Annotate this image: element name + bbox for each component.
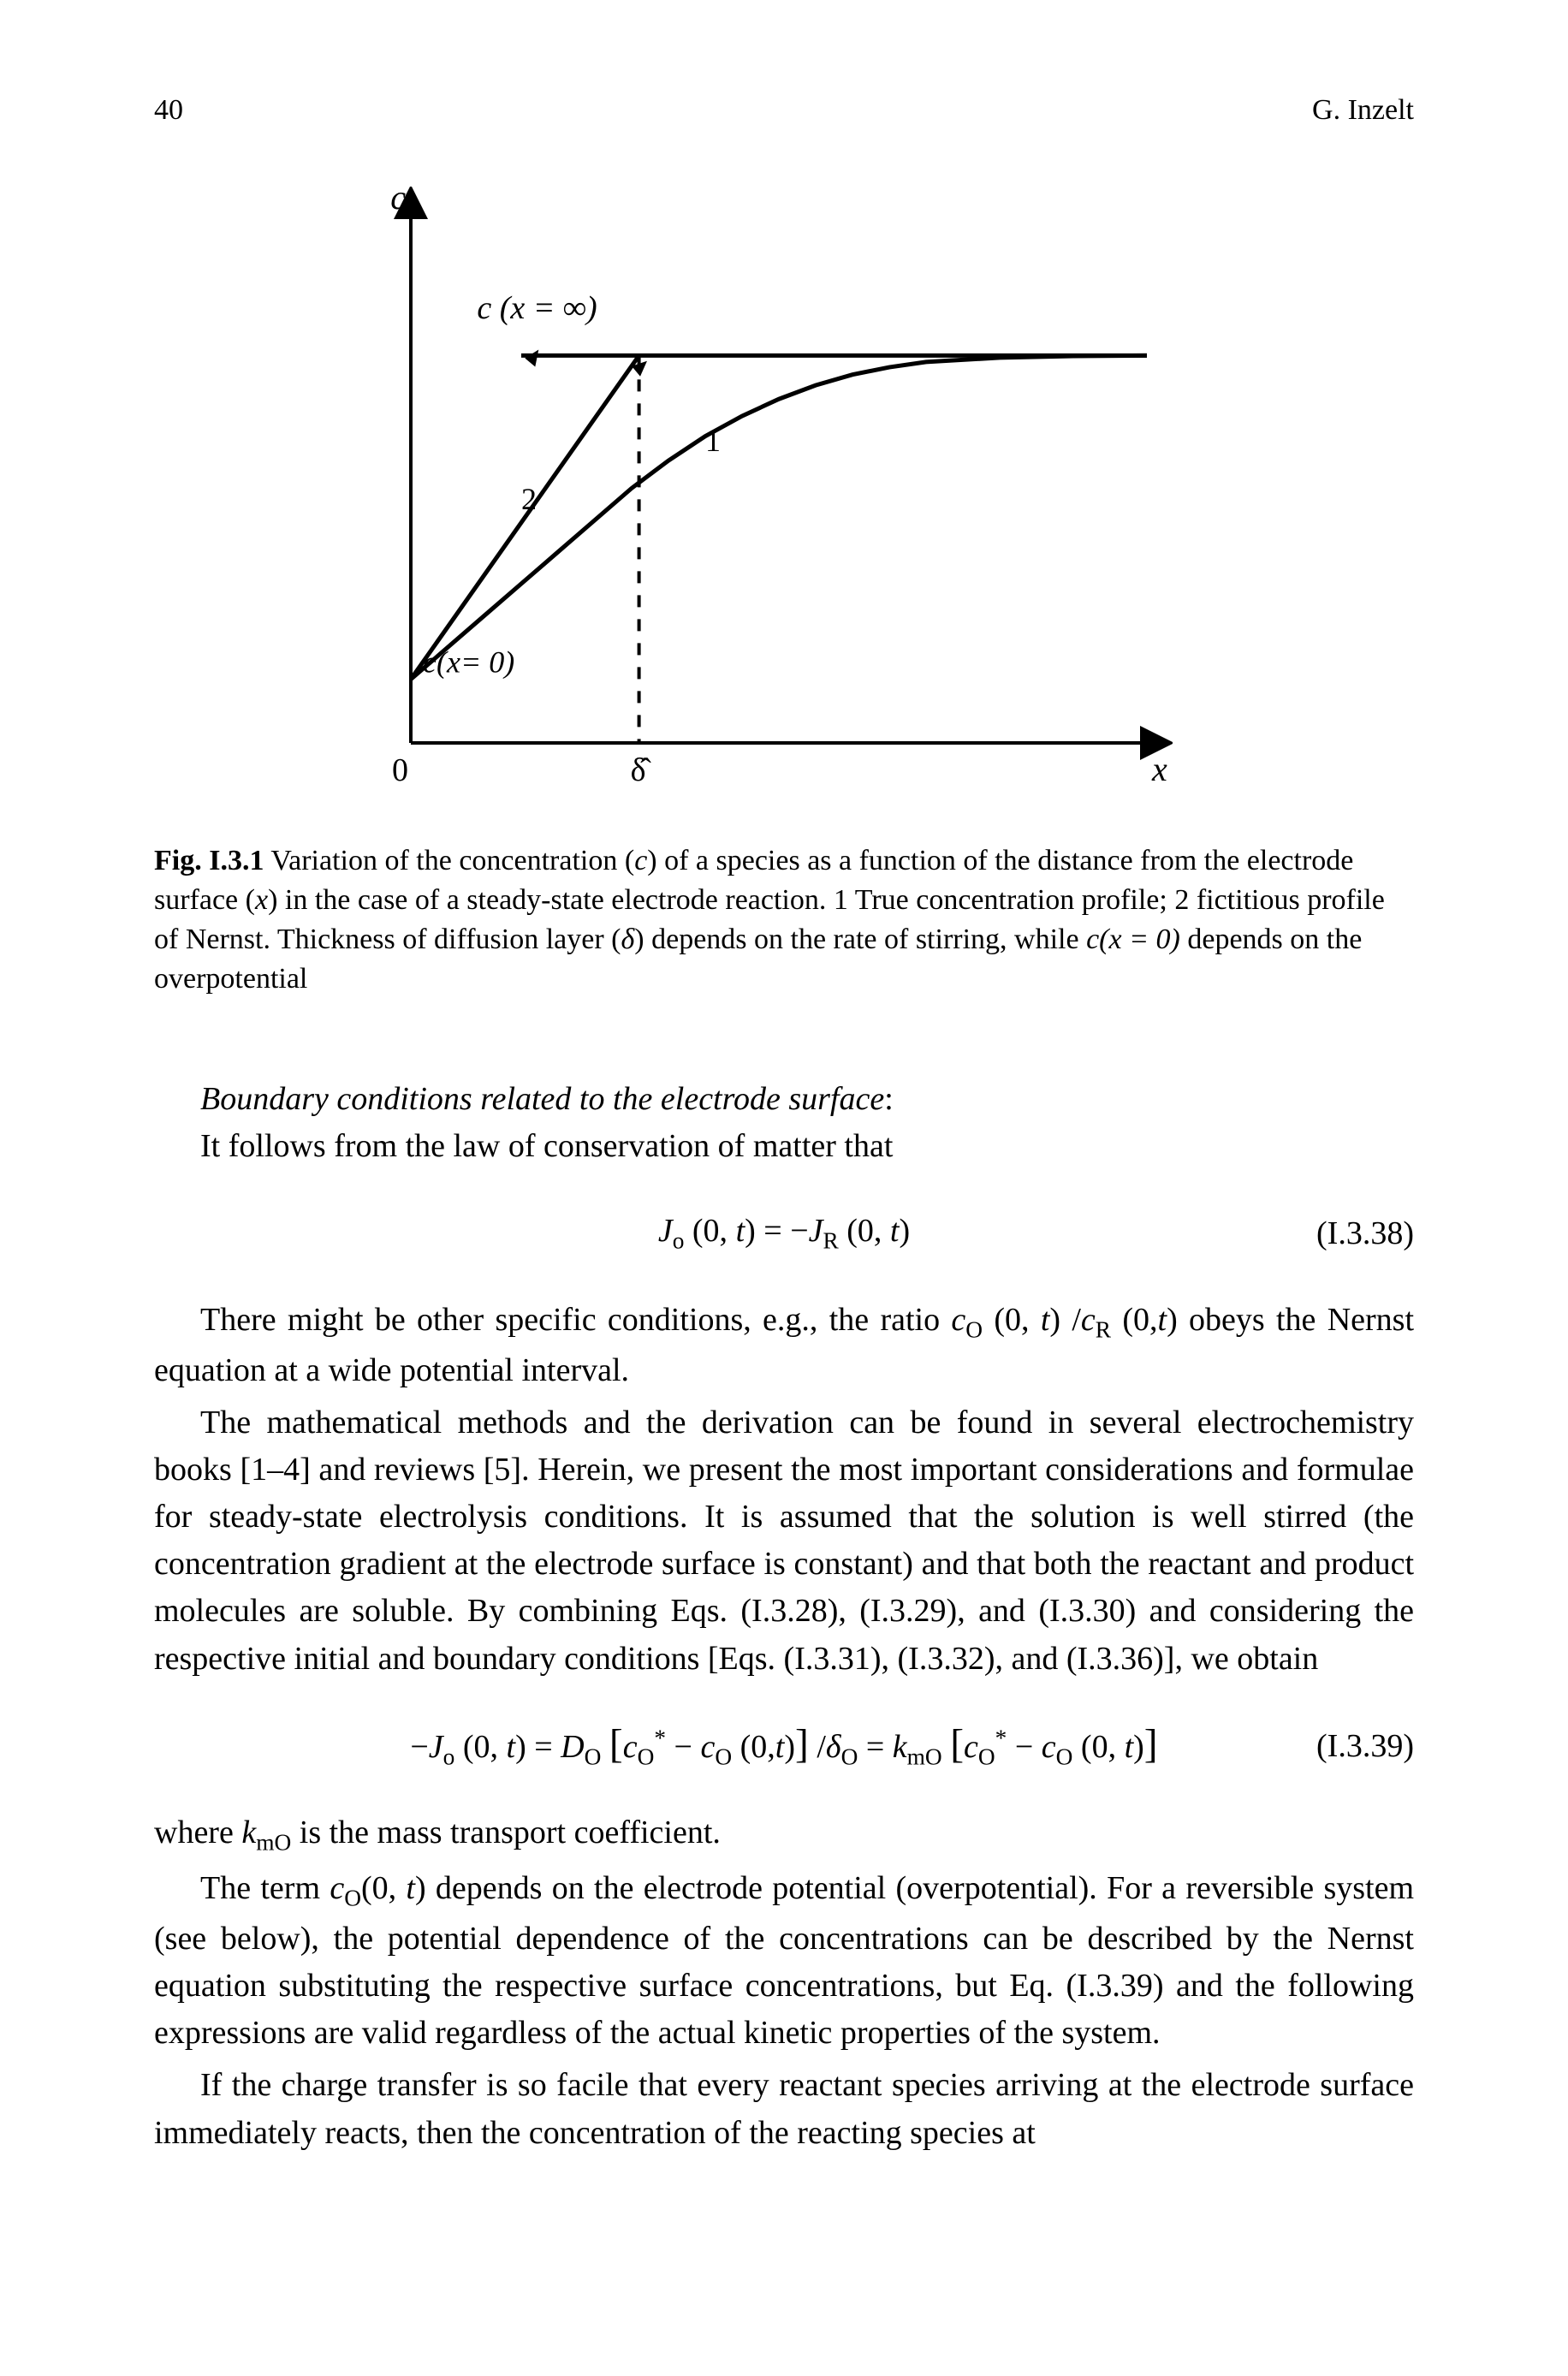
svg-text:δ̂: δ̂ [631,752,652,788]
paragraph-1: There might be other specific conditions… [154,1297,1414,1394]
svg-text:c (x = ∞): c (x = ∞) [477,290,597,326]
svg-text:2: 2 [521,482,537,516]
eq38-number: (I.3.38) [1316,1215,1414,1252]
paragraph-5: If the charge transfer is so facile that… [154,2062,1414,2156]
page-header: 40 G. Inzelt [154,94,1414,127]
svg-text:c: c [390,187,406,217]
figure-container: c x 0 δ̂ c (x = ∞) c(x= 0) 1 2 [154,187,1568,807]
paragraph-3: where kmO is the mass transport coeffici… [154,1809,1414,1860]
caption-cx0: c(x = 0) [1086,924,1180,955]
svg-text:1: 1 [705,424,721,458]
boundary-conditions-heading: Boundary conditions related to the elect… [154,1076,1414,1170]
svg-text:0: 0 [392,752,408,788]
eq39-body: −Jo (0, t) = DO [cO* − cO (0,t)] /δO = k… [410,1721,1157,1771]
equation-39: −Jo (0, t) = DO [cO* − cO (0,t)] /δO = k… [154,1719,1414,1773]
svg-text:x: x [1151,750,1167,788]
eq39-number: (I.3.39) [1316,1727,1414,1765]
page-number: 40 [154,94,183,127]
caption-t1: Variation of the concentration ( [264,845,634,876]
concentration-profile-figure: c x 0 δ̂ c (x = ∞) c(x= 0) 1 2 [334,187,1173,803]
bc-line2: It follows from the law of conservation … [200,1128,893,1164]
caption-x: x [255,884,268,916]
caption-t4: ) depends on the rate of stirring, while [634,924,1086,955]
svg-text:c(x= 0): c(x= 0) [423,645,514,680]
figure-caption: Fig. I.3.1 Variation of the concentratio… [154,841,1414,999]
eq38-body: Jo (0, t) = −JR (0, t) [658,1212,910,1255]
paragraph-4: The term cO(0, t) depends on the electro… [154,1865,1414,2058]
bc-line1-rest: : [884,1081,894,1117]
bc-line1-ital: Boundary conditions related to the elect… [200,1081,884,1117]
caption-c: c [634,845,647,876]
header-author: G. Inzelt [1312,94,1414,127]
caption-delta: δ [621,924,634,955]
caption-label: Fig. I.3.1 [154,845,264,876]
equation-38: Jo (0, t) = −JR (0, t) (I.3.38) [154,1206,1414,1261]
paragraph-2: The mathematical methods and the derivat… [154,1399,1414,1683]
